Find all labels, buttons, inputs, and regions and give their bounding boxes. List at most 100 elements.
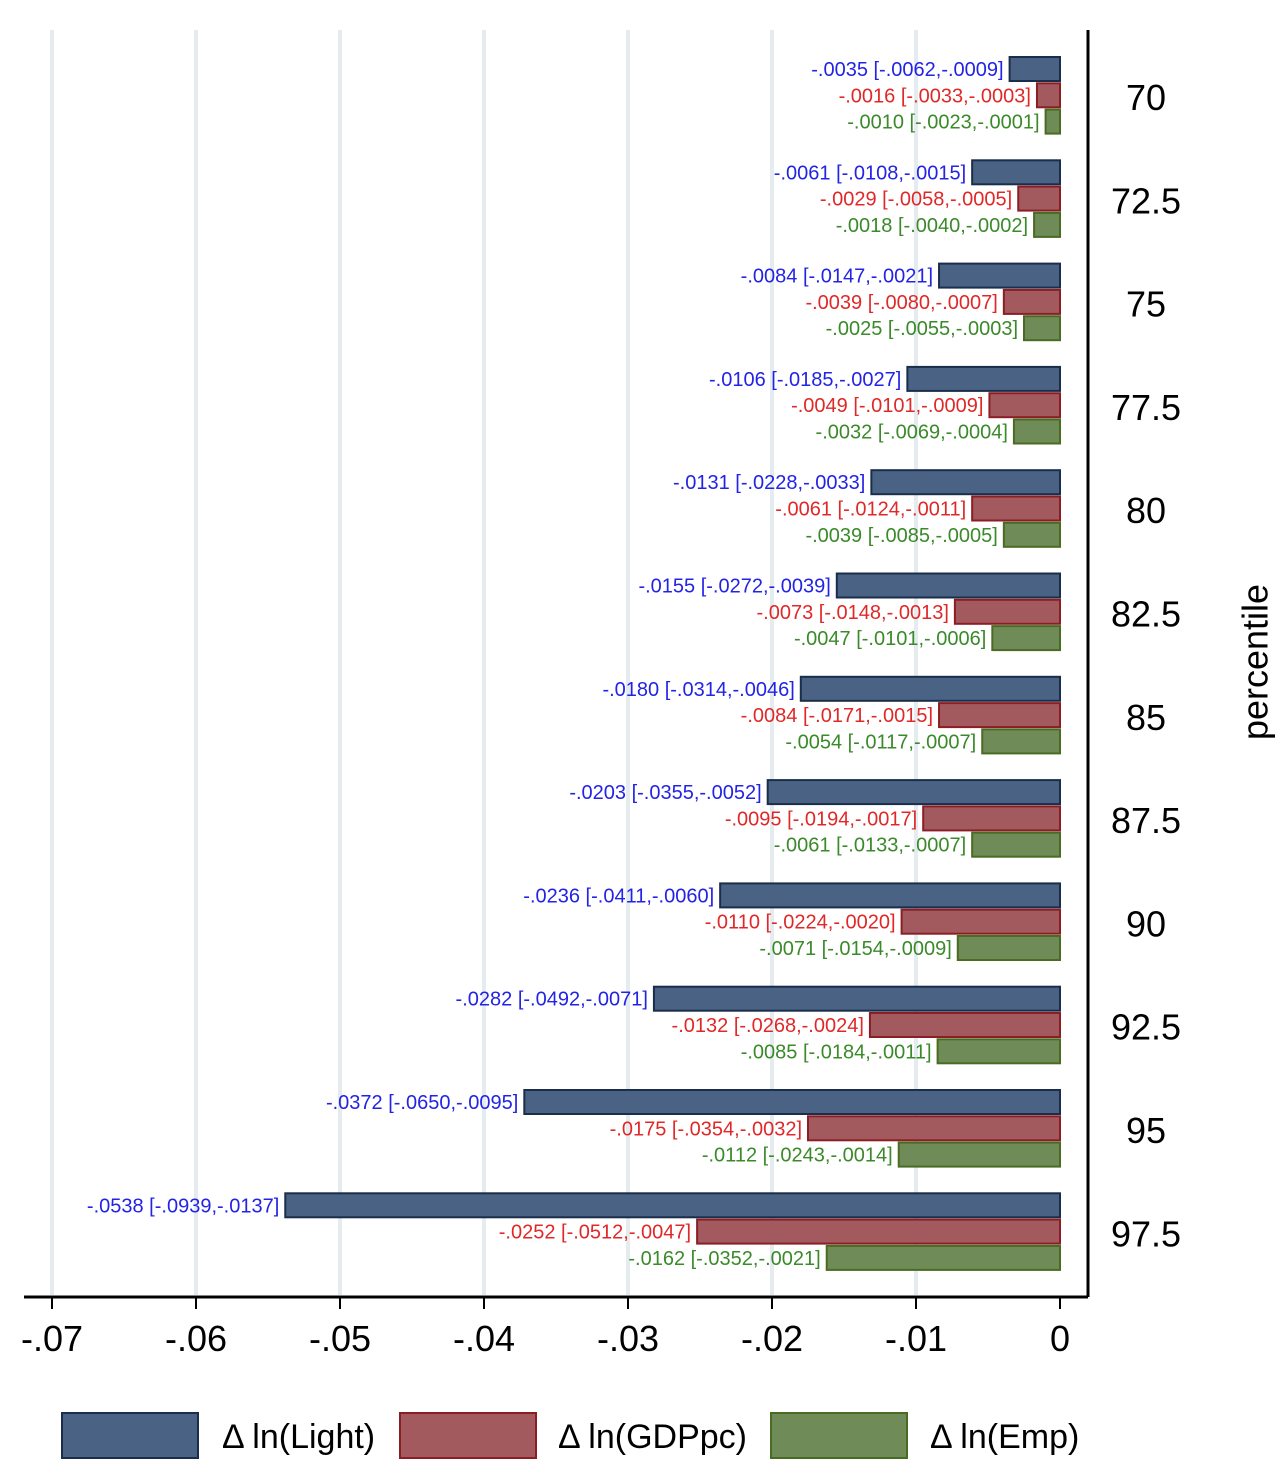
- bar-label: -.0061 [-.0133,-.0007]: [774, 835, 966, 857]
- bar: [696, 1218, 1061, 1245]
- bar-label: -.0112 [-.0243,-.0014]: [702, 1145, 893, 1167]
- bar: [971, 831, 1061, 858]
- category-label: 77.5: [1111, 387, 1181, 428]
- bars: [284, 56, 1062, 1271]
- x-tick-label: -.06: [165, 1318, 227, 1359]
- x-tick-label: -.05: [309, 1318, 371, 1359]
- gridlines: [50, 30, 918, 1295]
- bar: [284, 1192, 1061, 1219]
- x-tick-label: -.03: [597, 1318, 659, 1359]
- bar-label: -.0084 [-.0147,-.0021]: [741, 266, 933, 288]
- bar: [938, 702, 1061, 729]
- bar-label: -.0016 [-.0033,-.0003]: [839, 85, 1031, 107]
- category-label: 87.5: [1111, 800, 1181, 841]
- bar: [652, 985, 1061, 1012]
- x-tick-label: -.07: [21, 1318, 83, 1359]
- category-label: 82.5: [1111, 594, 1181, 635]
- category-label: 75: [1126, 284, 1166, 325]
- bar: [523, 1089, 1061, 1115]
- bar: [799, 675, 1061, 702]
- x-tick-label: -.02: [741, 1318, 803, 1359]
- bar-label: -.0073 [-.0148,-.0013]: [757, 602, 949, 624]
- bar: [936, 1038, 1061, 1065]
- bar-label: -.0061 [-.0124,-.0011]: [775, 499, 966, 521]
- bar: [766, 779, 1061, 806]
- bar: [956, 935, 1062, 961]
- bar-label: -.0282 [-.0492,-.0071]: [456, 989, 648, 1011]
- bar: [897, 1141, 1061, 1168]
- bar: [1008, 56, 1061, 82]
- bar: [971, 159, 1061, 186]
- bar: [1017, 185, 1061, 212]
- bar-label: -.0162 [-.0352,-.0021]: [628, 1248, 820, 1270]
- bar: [991, 625, 1062, 652]
- bar: [1035, 82, 1061, 109]
- bar: [868, 1012, 1061, 1038]
- bar: [900, 908, 1061, 935]
- bar-label: -.0095 [-.0194,-.0017]: [725, 808, 917, 830]
- bar: [1044, 108, 1061, 135]
- bar: [906, 365, 1061, 392]
- bar-label: -.0110 [-.0224,-.0020]: [705, 912, 896, 934]
- bar-label: -.0010 [-.0023,-.0001]: [847, 112, 1039, 134]
- legend-swatch: [770, 1412, 908, 1459]
- category-label: 90: [1126, 903, 1166, 944]
- legend-swatch: [399, 1412, 537, 1459]
- bar-label: -.0025 [-.0055,-.0003]: [826, 318, 1018, 340]
- y-axis-title: percentile: [1235, 584, 1276, 740]
- bar: [953, 598, 1062, 625]
- bar: [981, 728, 1061, 755]
- legend-swatch: [61, 1412, 199, 1459]
- bar-label: -.0029 [-.0058,-.0005]: [820, 189, 1012, 211]
- bar-label: -.0155 [-.0272,-.0039]: [638, 576, 830, 598]
- bar: [719, 882, 1061, 909]
- bar: [1012, 418, 1061, 445]
- category-labels: 70 72.5 75 77.5 80 82.5 85 87.5 90 92.5 95 97.5: [1111, 77, 1181, 1254]
- bar-label: -.0032 [-.0069,-.0004]: [816, 422, 1008, 444]
- bar-label: -.0085 [-.0184,-.0011]: [741, 1041, 932, 1063]
- bar-label: -.0084 [-.0171,-.0015]: [741, 705, 933, 727]
- category-label: 80: [1126, 490, 1166, 531]
- bar-label: -.0071 [-.0154,-.0009]: [759, 938, 951, 960]
- bar: [825, 1244, 1061, 1271]
- bar-label: -.0018 [-.0040,-.0002]: [836, 215, 1028, 237]
- category-label: 97.5: [1111, 1213, 1181, 1254]
- category-label: 72.5: [1111, 180, 1181, 221]
- bar-label: -.0049 [-.0101,-.0009]: [791, 395, 983, 417]
- bar: [1002, 288, 1062, 315]
- x-tick-label: -.04: [453, 1318, 515, 1359]
- bar: [971, 495, 1061, 522]
- bar-label: -.0236 [-.0411,-.0060]: [523, 885, 714, 907]
- category-label: 85: [1126, 697, 1166, 738]
- bar-label: -.0054 [-.0117,-.0007]: [785, 731, 976, 753]
- bar: [870, 469, 1061, 496]
- bar-label: -.0132 [-.0268,-.0024]: [672, 1015, 864, 1037]
- x-tick-label: 0: [1050, 1318, 1070, 1359]
- bar: [807, 1115, 1061, 1142]
- bar: [1023, 315, 1061, 342]
- bar-label: -.0039 [-.0080,-.0007]: [805, 292, 997, 314]
- legend-label: Δ ln(Emp): [930, 1418, 1079, 1456]
- bar-label: -.0061 [-.0108,-.0015]: [774, 162, 966, 184]
- legend: Δ ln(Light) Δ ln(GDPpc) Δ ln(Emp): [61, 1412, 1079, 1459]
- bar: [922, 805, 1062, 832]
- bar-label: -.0047 [-.0101,-.0006]: [794, 628, 986, 650]
- category-label: 70: [1126, 77, 1166, 118]
- bar-label: -.0039 [-.0085,-.0005]: [805, 525, 997, 547]
- bar-label: -.0252 [-.0512,-.0047]: [499, 1222, 691, 1244]
- bar: [938, 262, 1061, 289]
- bar-label: -.0106 [-.0185,-.0027]: [709, 369, 901, 391]
- bar-label: -.0131 [-.0228,-.0033]: [673, 472, 865, 494]
- bar-label: -.0180 [-.0314,-.0046]: [602, 679, 794, 701]
- category-label: 92.5: [1111, 1007, 1181, 1048]
- legend-label: Δ ln(Light): [222, 1418, 375, 1456]
- bar: [988, 392, 1061, 419]
- bar-label: -.0203 [-.0355,-.0052]: [569, 782, 761, 804]
- bar: [1033, 211, 1061, 238]
- bar: [835, 572, 1061, 599]
- bar: [1002, 521, 1062, 548]
- bar-label: -.0538 [-.0939,-.0137]: [87, 1195, 279, 1217]
- axes: -.07 -.06 -.05 -.04 -.03 -.02 -.01 0: [21, 30, 1090, 1359]
- bar-labels: -.0035 [-.0062,-.0009] -.0016 [-.0033,-.0…: [87, 59, 1040, 1270]
